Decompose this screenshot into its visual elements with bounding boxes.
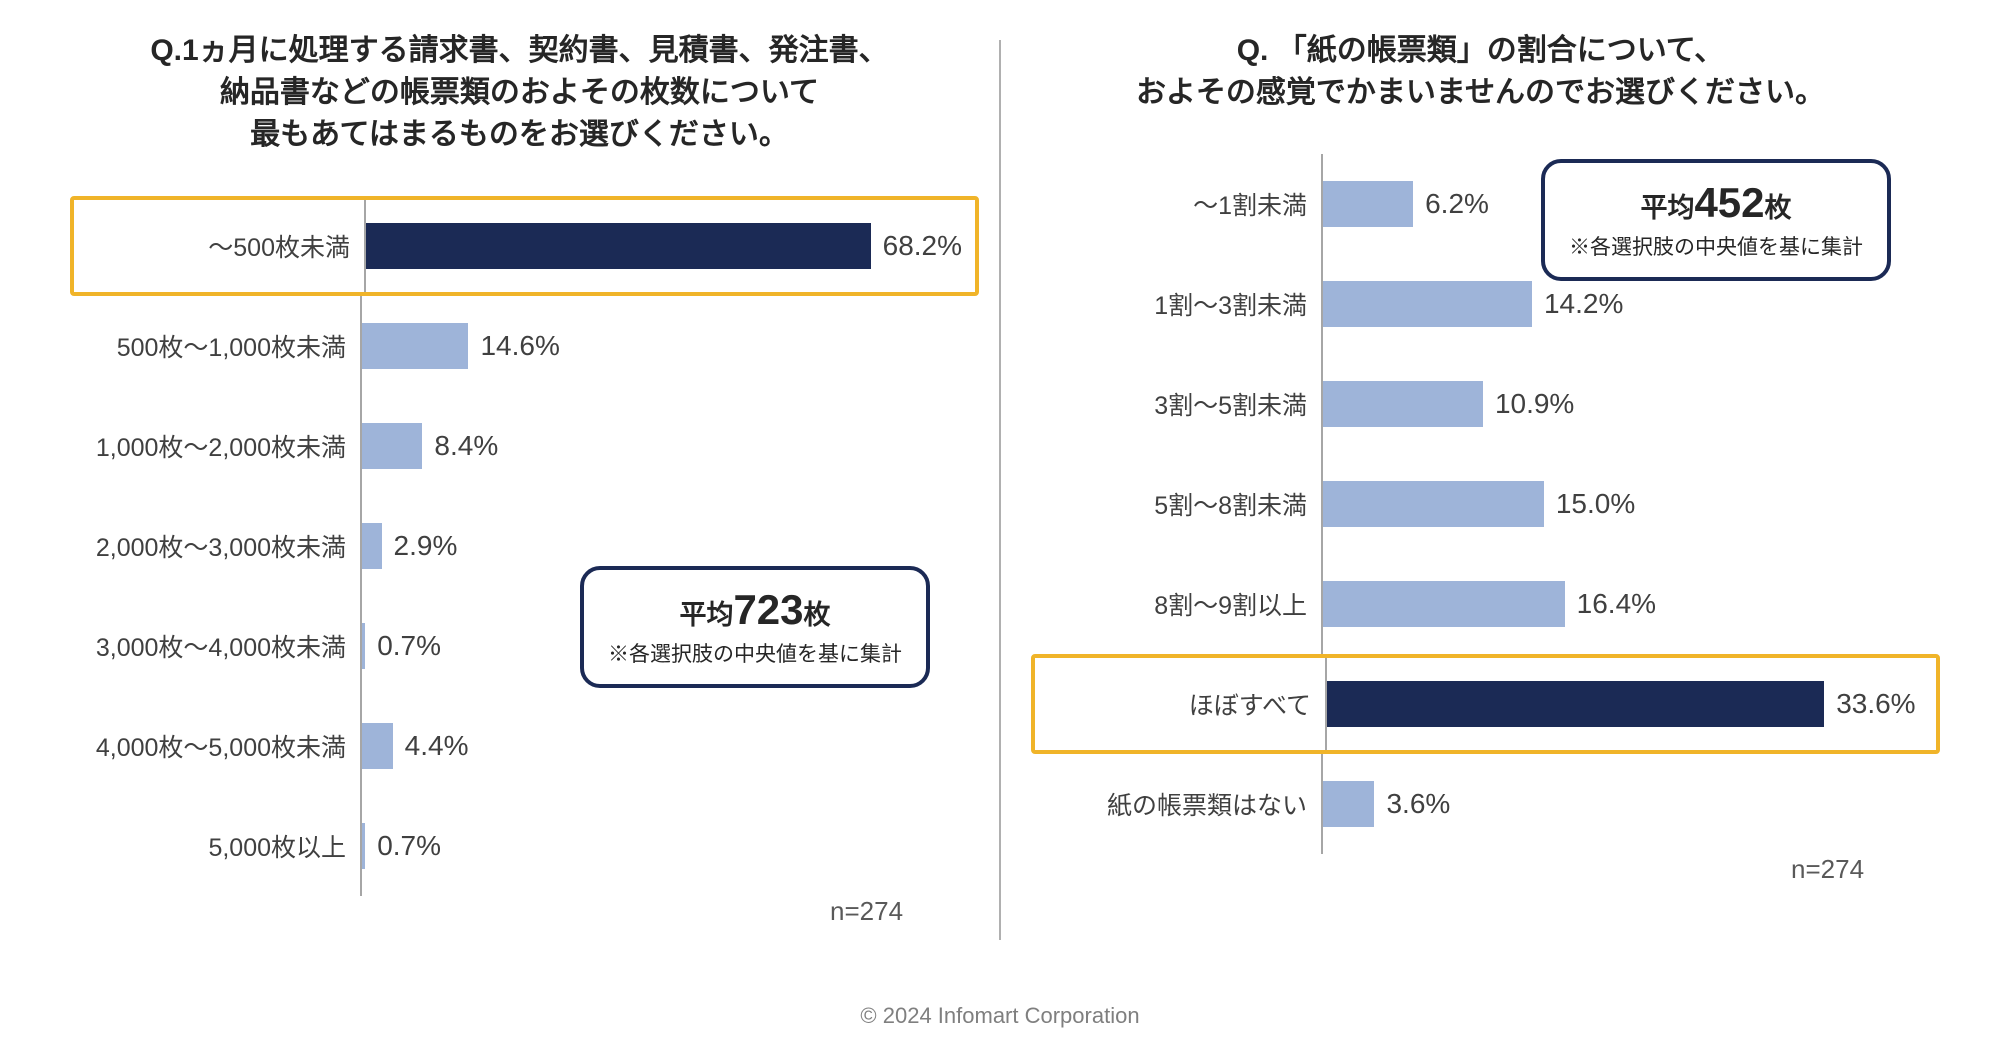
left-bar-zone: 8.4% [360,396,979,496]
right-bar [1321,281,1532,327]
right-bar-zone: 15.0% [1321,454,1940,554]
left-category-label: 500枚～1,000枚未満 [70,328,360,364]
right-bar-zone: 33.6% [1325,658,1936,750]
right-category-label: ～1割未満 [1031,186,1321,222]
right-category-label: 1割～3割未満 [1031,286,1321,322]
right-bar-zone: 16.4% [1321,554,1940,654]
left-question: Q.1ヵ月に処理する請求書、契約書、見積書、発注書、納品書などの帳票類のおよその… [60,30,979,156]
right-axis-line [1321,154,1323,254]
left-category-label: 2,000枚～3,000枚未満 [70,528,360,564]
left-axis-line [360,696,362,796]
right-value-label: 6.2% [1425,188,1489,220]
left-value-label: 68.2% [883,230,962,262]
left-value-label: 4.4% [405,730,469,762]
right-bar [1321,481,1544,527]
left-category-label: 5,000枚以上 [70,828,360,864]
left-value-label: 2.9% [394,530,458,562]
left-bar [364,223,871,269]
right-callout-main: 平均452枚 [1569,179,1863,227]
left-value-label: 0.7% [377,630,441,662]
right-chart-area: ～1割未満 6.2% 1割～3割未満 14.2% 3割～5割未満 10.9% 5割～8割未満… [1021,154,1940,854]
right-axis-line [1321,254,1323,354]
right-bar [1321,781,1374,827]
left-bar-zone: 0.7% [360,796,979,896]
right-axis-line [1325,658,1327,750]
right-value-label: 10.9% [1495,388,1574,420]
left-axis-line [364,200,366,292]
left-axis-line [360,296,362,396]
left-bar [360,523,382,569]
left-bar-zone: 14.6% [360,296,979,396]
left-value-label: 0.7% [377,830,441,862]
right-axis-line [1321,354,1323,454]
left-callout: 平均723枚 ※各選択肢の中央値を基に集計 [580,566,930,688]
left-axis-line [360,596,362,696]
chart-container: Q.1ヵ月に処理する請求書、契約書、見積書、発注書、納品書などの帳票類のおよその… [0,0,2000,1000]
right-axis-line [1321,754,1323,854]
right-n-label: n=274 [1791,854,1864,885]
left-row: 4,000枚～5,000枚未満 4.4% [70,696,979,796]
right-bar [1321,381,1483,427]
right-bar [1325,681,1824,727]
left-row: 500枚～1,000枚未満 14.6% [70,296,979,396]
right-value-label: 15.0% [1556,488,1635,520]
right-row: 5割～8割未満 15.0% [1031,454,1940,554]
right-value-label: 33.6% [1836,688,1915,720]
right-value-label: 16.4% [1577,588,1656,620]
left-category-label: 3,000枚～4,000枚未満 [70,628,360,664]
right-row: 8割～9割以上 16.4% [1031,554,1940,654]
right-bar-zone: 10.9% [1321,354,1940,454]
left-bar [360,723,393,769]
right-question: Q. 「紙の帳票類」の割合について、およその感覚でかまいませんのでお選びください… [1021,30,1940,114]
left-axis-line [360,396,362,496]
left-bar [360,323,468,369]
left-callout-note: ※各選択肢の中央値を基に集計 [608,638,902,668]
left-category-label: 4,000枚～5,000枚未満 [70,728,360,764]
left-row: 1,000枚～2,000枚未満 8.4% [70,396,979,496]
right-bar-zone: 3.6% [1321,754,1940,854]
left-chart-area: ～500枚未満 68.2% 500枚～1,000枚未満 14.6% 1,000枚～2,0… [60,196,979,896]
right-value-label: 14.2% [1544,288,1623,320]
left-value-label: 8.4% [434,430,498,462]
right-bar [1321,181,1413,227]
right-value-label: 3.6% [1386,788,1450,820]
left-value-label: 14.6% [480,330,559,362]
right-axis-line [1321,554,1323,654]
left-callout-main: 平均723枚 [608,586,902,634]
left-bar-zone: 4.4% [360,696,979,796]
right-category-label: 5割～8割未満 [1031,486,1321,522]
left-bar-zone: 68.2% [364,200,975,292]
copyright-text: © 2024 Infomart Corporation [0,1003,2000,1029]
right-category-label: 紙の帳票類はない [1031,786,1321,822]
right-category-label: 8割～9割以上 [1031,586,1321,622]
left-row: 5,000枚以上 0.7% [70,796,979,896]
right-bar [1321,581,1565,627]
right-callout: 平均452枚 ※各選択肢の中央値を基に集計 [1541,159,1891,281]
left-row: ～500枚未満 68.2% [70,196,979,296]
right-row: 紙の帳票類はない 3.6% [1031,754,1940,854]
right-category-label: 3割～5割未満 [1031,386,1321,422]
left-axis-line [360,796,362,896]
left-category-label: ～500枚未満 [74,228,364,264]
right-category-label: ほぼすべて [1035,686,1325,722]
left-bar [360,423,422,469]
left-axis-line [360,496,362,596]
right-chart-panel: Q. 「紙の帳票類」の割合について、およその感覚でかまいませんのでお選びください… [1001,20,1960,1000]
left-category-label: 1,000枚～2,000枚未満 [70,428,360,464]
right-row: ほぼすべて 33.6% [1031,654,1940,754]
right-callout-note: ※各選択肢の中央値を基に集計 [1569,231,1863,261]
right-axis-line [1321,454,1323,554]
left-n-label: n=274 [830,896,903,927]
left-chart-panel: Q.1ヵ月に処理する請求書、契約書、見積書、発注書、納品書などの帳票類のおよその… [40,20,999,1000]
right-row: 3割～5割未満 10.9% [1031,354,1940,454]
